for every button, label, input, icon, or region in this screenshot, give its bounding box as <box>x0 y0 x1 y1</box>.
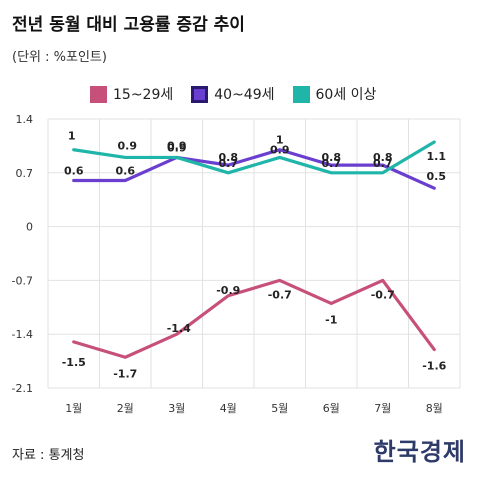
series-line-2 <box>72 140 436 175</box>
data-label: 1 <box>68 130 76 143</box>
data-label: 0.6 <box>116 164 136 177</box>
legend-label-15-29: 15~29세 <box>113 87 174 103</box>
data-label: 0.8 <box>322 151 342 164</box>
data-label: 0.6 <box>64 164 84 177</box>
source-label: 자료 : 통계청 <box>12 448 85 463</box>
x-tick-label: 8월 <box>426 402 443 415</box>
series-line-0 <box>72 278 436 359</box>
legend: 15~29세 40~49세 60세 이상 <box>90 84 376 104</box>
chart-title: 전년 동월 대비 고용률 증감 추이 <box>12 15 245 35</box>
data-label: -0.7 <box>268 288 292 301</box>
legend-swatch-40-49 <box>191 85 209 103</box>
data-label: 1 <box>276 134 284 147</box>
data-label: 0.8 <box>219 151 239 164</box>
x-tick-label: 4월 <box>220 402 237 415</box>
data-label: 0.9 <box>270 143 290 156</box>
data-label: 0.7 <box>322 157 342 170</box>
y-tick-label: 0.7 <box>16 167 34 180</box>
data-label: -1.5 <box>62 356 86 369</box>
legend-label-40-49: 40~49세 <box>214 87 275 103</box>
legend-label-60-plus: 60세 이상 <box>315 87 377 103</box>
data-label: 0.7 <box>219 157 239 170</box>
data-label: 0.9 <box>167 139 187 152</box>
data-label: 0.7 <box>373 157 393 170</box>
legend-swatch-15-29 <box>90 85 107 103</box>
data-label: -1.6 <box>422 360 446 373</box>
x-tick-label: 3월 <box>168 402 185 415</box>
x-tick-label: 5월 <box>271 402 288 415</box>
x-tick-label: 6월 <box>323 402 340 415</box>
publisher-logo: 한국경제 <box>373 437 466 466</box>
y-tick-label: -2.1 <box>12 382 33 395</box>
x-tick-label: 2월 <box>117 402 134 415</box>
x-tick-label: 7월 <box>374 402 391 415</box>
y-tick-label: -1.4 <box>12 328 33 341</box>
legend-item-60-plus: 60세 이상 <box>292 84 377 104</box>
data-label: -0.7 <box>371 288 395 301</box>
x-tick-label: 1월 <box>65 402 82 415</box>
data-label: 0.9 <box>118 139 138 152</box>
unit-label: (단위 : %포인트) <box>12 50 107 65</box>
series-line-1 <box>72 148 436 190</box>
legend-item-40-49: 40~49세 <box>191 84 275 104</box>
data-label: -1.7 <box>113 367 137 380</box>
legend-swatch-60-plus <box>292 85 310 103</box>
y-tick-label: 1.4 <box>16 113 34 126</box>
data-label: 1.1 <box>427 150 447 163</box>
legend-item-15-29: 15~29세 <box>90 84 173 104</box>
data-label: -1.4 <box>167 322 191 335</box>
y-tick-label: -0.7 <box>12 274 33 287</box>
data-label: -0.9 <box>216 284 240 297</box>
y-tick-label: 0 <box>26 221 33 234</box>
data-label: 0.8 <box>373 151 393 164</box>
data-label: 0.5 <box>427 170 447 183</box>
data-label: -1 <box>325 313 337 326</box>
data-label: 0.9 <box>167 141 187 154</box>
